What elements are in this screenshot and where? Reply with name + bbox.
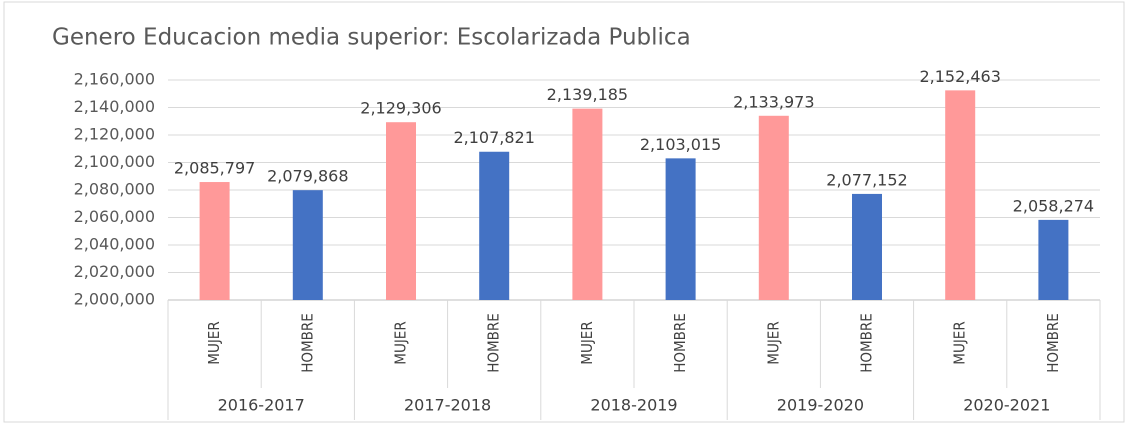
chart-title: Genero Educacion media superior: Escolar… [52,25,691,51]
y-tick-label: 2,040,000 [74,235,155,254]
y-tick-label: 2,100,000 [74,152,155,171]
x-tick-label: MUJER [578,321,596,364]
y-tick-label: 2,060,000 [74,207,155,226]
bar [292,190,323,300]
data-label: 2,129,306 [360,99,441,118]
y-tick-label: 2,160,000 [74,70,155,89]
x-tick-label: MUJER [205,321,223,364]
x-group-label: 2016-2017 [218,396,305,415]
y-tick-label: 2,080,000 [74,180,155,199]
x-tick-label: HOMBRE [858,313,876,373]
data-label: 2,103,015 [640,135,721,154]
chart-border [3,1,1125,423]
bar [479,151,510,300]
data-label: 2,133,973 [733,92,814,111]
data-label: 2,139,185 [547,85,628,104]
x-tick-label: HOMBRE [671,313,689,373]
y-tick-label: 2,020,000 [74,262,155,281]
bar [572,108,603,300]
data-label: 2,077,152 [826,170,907,189]
bar [852,193,882,300]
bar [1038,219,1069,300]
y-tick-label: 2,120,000 [74,125,155,144]
x-tick-label: HOMBRE [485,313,503,373]
x-tick-label: MUJER [392,321,410,364]
x-group-label: 2020-2021 [963,396,1050,415]
x-group-label: 2019-2020 [777,396,864,415]
y-tick-label: 2,140,000 [74,97,155,116]
data-label: 2,107,821 [453,128,534,147]
bar [665,158,696,300]
x-group-label: 2017-2018 [404,396,491,415]
data-label: 2,079,868 [267,167,348,186]
x-tick-label: MUJER [764,321,782,364]
x-tick-label: HOMBRE [298,313,316,373]
bar [758,115,789,300]
x-group-label: 2018-2019 [590,396,677,415]
bar [199,182,230,300]
data-label: 2,058,274 [1013,196,1094,215]
bar [386,122,416,300]
data-label: 2,085,797 [174,159,255,178]
x-tick-label: MUJER [951,321,969,364]
x-tick-label: HOMBRE [1044,313,1062,373]
data-label: 2,152,463 [919,67,1000,86]
y-tick-label: 2,000,000 [74,290,155,309]
bar [945,90,976,300]
